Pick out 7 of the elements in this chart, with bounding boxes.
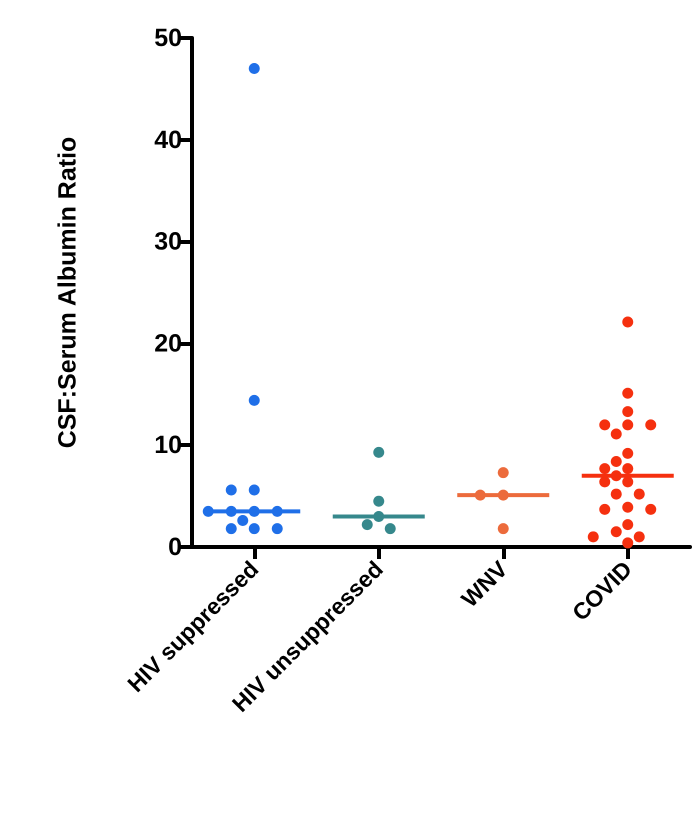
y-tick-label: 10 (154, 431, 182, 460)
y-tick-label: 30 (154, 228, 182, 256)
y-tick-label: 0 (168, 533, 182, 561)
y-tick-label: 40 (154, 126, 182, 154)
y-tick-label: 50 (154, 24, 182, 52)
y-tick-label: 20 (154, 329, 182, 358)
y-axis-title: CSF:Serum Albumin Ratio (54, 136, 82, 448)
